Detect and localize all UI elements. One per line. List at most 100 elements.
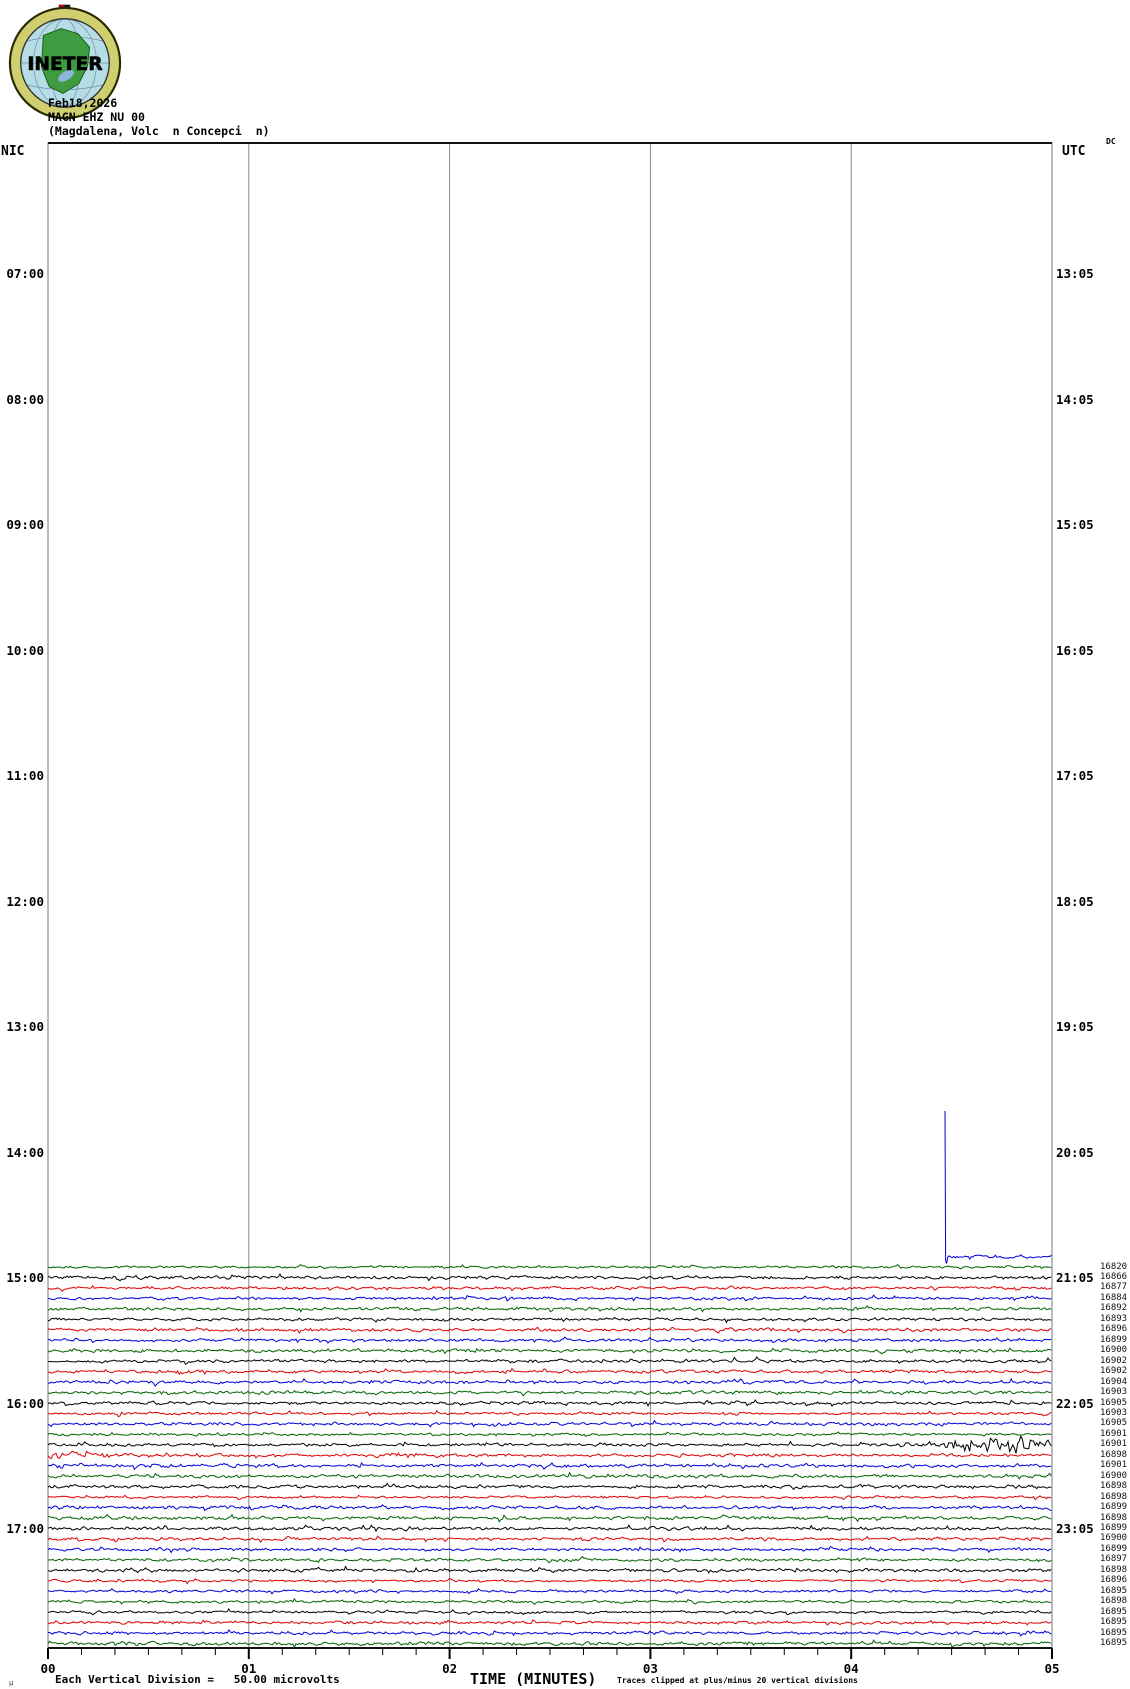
left-hour-label: 11:00	[6, 768, 44, 783]
trace-row-21	[47, 1461, 1052, 1471]
trace-row-30	[47, 1555, 1052, 1564]
trace-row-5	[47, 1294, 1052, 1302]
dc-offset-value: 16901	[1100, 1439, 1128, 1450]
left-hour-label: 15:00	[6, 1270, 44, 1285]
plot-border	[47, 142, 1053, 1649]
left-hour-label: 10:00	[6, 642, 44, 658]
trace-row-1	[944, 1110, 1052, 1264]
dc-offset-value: 16866	[1100, 1272, 1128, 1282]
trace-row-18	[47, 1431, 1052, 1438]
right-hour-label: 21:05	[1056, 1270, 1094, 1285]
dc-offset-value: 16899	[1100, 1334, 1128, 1345]
dc-offset-value: 16895	[1100, 1638, 1128, 1649]
dc-offset-value: 16893	[1100, 1313, 1128, 1324]
right-hour-label: 13:05	[1056, 266, 1094, 281]
trace-row-28	[47, 1535, 1052, 1544]
dc-offset-value: 16899	[1100, 1502, 1128, 1513]
right-hour-label: 23:05	[1056, 1521, 1094, 1536]
dc-offset-value: 16899	[1100, 1523, 1128, 1533]
dc-offset-value: 16898	[1100, 1491, 1128, 1502]
trace-row-36	[47, 1619, 1052, 1626]
dc-offset-value: 16901	[1100, 1428, 1128, 1439]
x-axis-tick-label: 02	[442, 1661, 458, 1676]
trace-row-24	[47, 1494, 1052, 1501]
left-hour-label: 13:00	[6, 1019, 44, 1034]
dc-offset-value: 16903	[1100, 1387, 1128, 1398]
trace-row-22	[47, 1471, 1052, 1480]
x-axis-tick-label: 04	[843, 1661, 859, 1676]
dc-offset-value: 16898	[1100, 1596, 1128, 1607]
dc-offset-value: 16899	[1100, 1543, 1128, 1554]
trace-row-26	[47, 1513, 1052, 1523]
trace-row-10	[47, 1347, 1052, 1355]
ineter-logo: INETER	[8, 4, 122, 121]
dc-offset-value: 16896	[1100, 1575, 1128, 1586]
micro-glyph: µ	[9, 1679, 14, 1687]
x-axis-tick-label: 01	[241, 1661, 257, 1676]
dc-offset-value: 16898	[1100, 1564, 1128, 1575]
dc-offset-value: 16900	[1100, 1345, 1128, 1356]
title-block: Feb18,2026 MAGN EHZ NU 00 (Magdalena, Vo…	[48, 96, 270, 138]
trace-row-29	[47, 1546, 1052, 1554]
dc-offset-value: 16902	[1100, 1355, 1128, 1366]
trace-row-27	[47, 1524, 1052, 1533]
logo-lake	[58, 69, 74, 82]
dc-offset-value: 16903	[1100, 1407, 1128, 1418]
dc-offset-value: 16895	[1100, 1606, 1128, 1617]
trace-row-2	[47, 1263, 1052, 1270]
scale-note: Each Vertical Division = 50.00 microvolt…	[55, 1673, 340, 1686]
x-axis-tick-label: 00	[40, 1661, 56, 1676]
left-hour-label: 14:00	[6, 1144, 44, 1160]
trace-row-33	[47, 1587, 1052, 1595]
dc-offset-value: 16897	[1100, 1554, 1128, 1565]
trace-row-20	[47, 1450, 1052, 1460]
right-hour-label: 20:05	[1056, 1144, 1094, 1160]
dc-offset-value: 16900	[1100, 1470, 1128, 1481]
trace-row-9	[47, 1336, 1052, 1344]
dc-offset-value: 16898	[1100, 1481, 1128, 1492]
logo-nicaragua-map	[40, 28, 91, 95]
trace-row-23	[47, 1482, 1052, 1491]
right-hour-label: 22:05	[1056, 1395, 1094, 1411]
trace-row-19	[47, 1435, 1052, 1454]
title-station: MAGN EHZ NU 00	[48, 110, 145, 124]
dc-column-header: DC	[1106, 137, 1116, 146]
title-date: Feb18,2026	[48, 96, 118, 110]
dc-offset-value: 16905	[1100, 1397, 1128, 1408]
left-hour-label: 12:00	[6, 893, 44, 909]
trace-row-14	[47, 1389, 1052, 1397]
dc-offset-value: 16902	[1100, 1366, 1128, 1377]
trace-row-3	[47, 1273, 1052, 1282]
dc-offset-value: 16904	[1100, 1376, 1128, 1387]
dc-offset-value: 16892	[1100, 1303, 1128, 1314]
trace-row-7	[47, 1316, 1052, 1324]
trace-row-17	[47, 1419, 1052, 1428]
dc-offset-value: 16901	[1100, 1460, 1128, 1471]
trace-row-4	[47, 1285, 1052, 1293]
right-hour-label: 17:05	[1056, 768, 1094, 783]
trace-row-12	[48, 1367, 1052, 1376]
trace-row-35	[47, 1608, 1052, 1616]
left-hour-label: 09:00	[6, 517, 44, 532]
trace-row-13	[47, 1377, 1052, 1387]
dc-offset-value: 16896	[1100, 1324, 1128, 1335]
trace-row-11	[47, 1356, 1052, 1365]
right-timezone-label: UTC	[1062, 144, 1086, 159]
dc-offset-value: 16900	[1100, 1533, 1128, 1544]
clip-note: Traces clipped at plus/minus 20 vertical…	[617, 1676, 858, 1685]
left-hour-label: 07:00	[6, 266, 44, 281]
dc-offset-value: 16898	[1100, 1512, 1128, 1523]
dc-offset-value: 16884	[1100, 1292, 1128, 1303]
trace-row-8	[47, 1326, 1052, 1334]
left-timezone-label: NIC	[1, 144, 25, 159]
right-hour-label: 19:05	[1056, 1019, 1094, 1034]
x-axis-tick-label: 03	[642, 1661, 658, 1676]
dc-offset-value: 16905	[1100, 1418, 1128, 1429]
trace-row-32	[47, 1577, 1052, 1585]
dc-offset-value: 16820	[1100, 1261, 1128, 1272]
x-axis-tick-label: 05	[1044, 1661, 1060, 1676]
left-hour-label: 17:00	[6, 1521, 44, 1536]
trace-row-34	[48, 1597, 1052, 1606]
